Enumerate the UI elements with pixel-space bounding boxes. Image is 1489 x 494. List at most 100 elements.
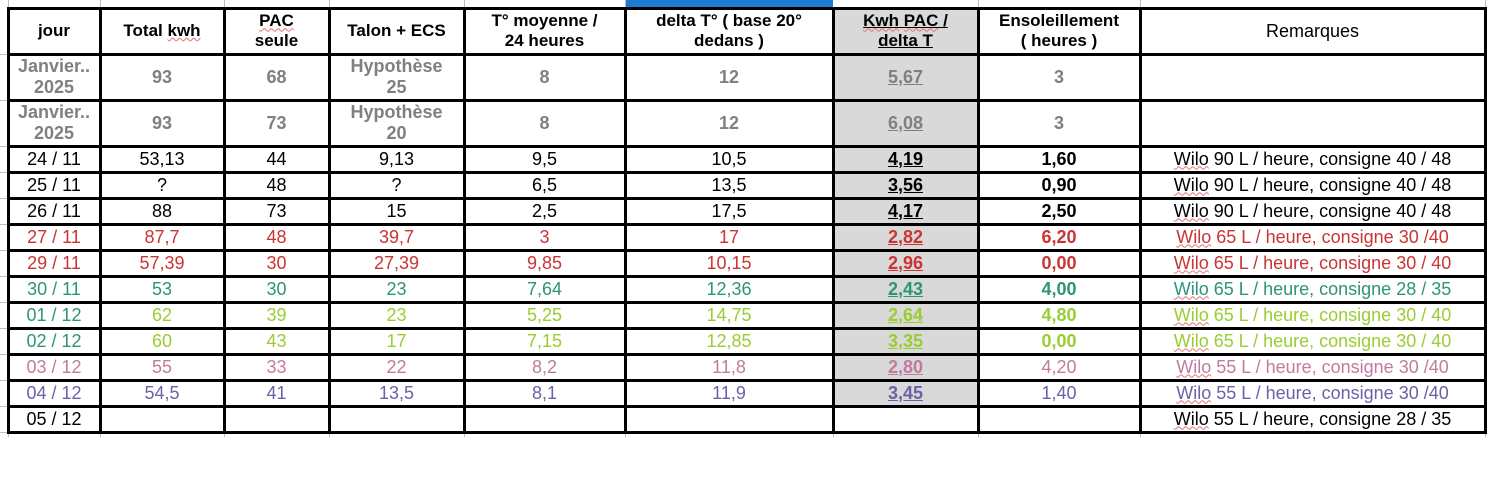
cell-kwh-pac-delta-t[interactable] — [831, 404, 980, 434]
cell-ensoleillement[interactable]: 3 — [976, 52, 1142, 102]
cell-talon-ecs[interactable]: 23 — [327, 274, 466, 304]
cell-remarque[interactable]: Wilo 65 L / heure, consigne 30 / 40 — [1138, 300, 1487, 330]
cell-date[interactable]: Janvier.. 2025 — [6, 98, 102, 148]
cell-kwh-pac-delta-t[interactable]: 2,43 — [831, 274, 980, 304]
cell-delta-t[interactable]: 17,5 — [623, 196, 835, 226]
cell-date[interactable]: 29 / 11 — [6, 248, 102, 278]
cell-total-kwh[interactable]: 53 — [98, 274, 226, 304]
cell-ensoleillement[interactable]: 0,00 — [976, 248, 1142, 278]
cell-pac-seule[interactable]: 41 — [222, 378, 331, 408]
cell-talon-ecs[interactable]: 13,5 — [327, 378, 466, 408]
cell-remarque[interactable]: Wilo 90 L / heure, consigne 40 / 48 — [1138, 170, 1487, 200]
cell-total-kwh[interactable]: 62 — [98, 300, 226, 330]
cell-total-kwh[interactable]: 53,13 — [98, 144, 226, 174]
cell-date[interactable]: 25 / 11 — [6, 170, 102, 200]
cell-ensoleillement[interactable] — [976, 404, 1142, 434]
cell-kwh-pac-delta-t[interactable]: 3,56 — [831, 170, 980, 200]
cell-remarque[interactable]: Wilo 65 L / heure, consigne 28 / 35 — [1138, 274, 1487, 304]
cell-pac-seule[interactable]: 68 — [222, 52, 331, 102]
cell-delta-t[interactable]: 12,85 — [623, 326, 835, 356]
cell-ensoleillement[interactable]: 0,90 — [976, 170, 1142, 200]
cell-total-kwh[interactable] — [98, 404, 226, 434]
cell-kwh-pac-delta-t[interactable]: 2,96 — [831, 248, 980, 278]
col-header-remarques[interactable]: Remarques — [1138, 6, 1487, 56]
cell-talon-ecs[interactable]: 39,7 — [327, 222, 466, 252]
cell-remarque[interactable]: Wilo 65 L / heure, consigne 30 / 40 — [1138, 326, 1487, 356]
cell-talon-ecs[interactable]: 17 — [327, 326, 466, 356]
cell-kwh-pac-delta-t[interactable]: 4,17 — [831, 196, 980, 226]
cell-pac-seule[interactable]: 73 — [222, 98, 331, 148]
cell-ensoleillement[interactable]: 4,80 — [976, 300, 1142, 330]
cell-delta-t[interactable]: 11,9 — [623, 378, 835, 408]
cell-total-kwh[interactable]: 88 — [98, 196, 226, 226]
cell-remarque[interactable]: Wilo 90 L / heure, consigne 40 / 48 — [1138, 196, 1487, 226]
cell-talon-ecs[interactable]: 22 — [327, 352, 466, 382]
cell-ensoleillement[interactable]: 2,50 — [976, 196, 1142, 226]
cell-date[interactable]: 03 / 12 — [6, 352, 102, 382]
cell-delta-t[interactable]: 17 — [623, 222, 835, 252]
cell-pac-seule[interactable]: 30 — [222, 248, 331, 278]
cell-ensoleillement[interactable]: 3 — [976, 98, 1142, 148]
cell-pac-seule[interactable]: 48 — [222, 170, 331, 200]
col-header-t-moyenne[interactable]: T° moyenne / 24 heures — [462, 6, 627, 56]
cell-delta-t[interactable]: 10,15 — [623, 248, 835, 278]
cell-remarque[interactable] — [1138, 52, 1487, 102]
cell-date[interactable]: 27 / 11 — [6, 222, 102, 252]
cell-delta-t[interactable]: 12 — [623, 52, 835, 102]
cell-date[interactable]: Janvier.. 2025 — [6, 52, 102, 102]
cell-talon-ecs[interactable]: Hypothèse 20 — [327, 98, 466, 148]
cell-date[interactable]: 26 / 11 — [6, 196, 102, 226]
cell-delta-t[interactable]: 12 — [623, 98, 835, 148]
cell-pac-seule[interactable]: 43 — [222, 326, 331, 356]
cell-remarque[interactable]: Wilo 55 L / heure, consigne 28 / 35 — [1138, 404, 1487, 434]
cell-t-moyenne[interactable]: 2,5 — [462, 196, 627, 226]
cell-ensoleillement[interactable]: 0,00 — [976, 326, 1142, 356]
cell-kwh-pac-delta-t[interactable]: 3,45 — [831, 378, 980, 408]
cell-talon-ecs[interactable]: 23 — [327, 300, 466, 330]
cell-talon-ecs[interactable] — [327, 404, 466, 434]
cell-talon-ecs[interactable]: 9,13 — [327, 144, 466, 174]
cell-total-kwh[interactable]: 60 — [98, 326, 226, 356]
cell-delta-t[interactable] — [623, 404, 835, 434]
cell-kwh-pac-delta-t[interactable]: 3,35 — [831, 326, 980, 356]
cell-t-moyenne[interactable]: 8,1 — [462, 378, 627, 408]
cell-kwh-pac-delta-t[interactable]: 2,82 — [831, 222, 980, 252]
cell-pac-seule[interactable] — [222, 404, 331, 434]
cell-t-moyenne[interactable]: 9,5 — [462, 144, 627, 174]
col-header-total-kwh[interactable]: Total kwh — [98, 6, 226, 56]
cell-total-kwh[interactable]: 87,7 — [98, 222, 226, 252]
cell-t-moyenne[interactable]: 8,2 — [462, 352, 627, 382]
cell-pac-seule[interactable]: 30 — [222, 274, 331, 304]
cell-remarque[interactable]: Wilo 55 L / heure, consigne 30 /40 — [1138, 352, 1487, 382]
col-header-pac-seule[interactable]: PAC seule — [222, 6, 331, 56]
cell-total-kwh[interactable]: 54,5 — [98, 378, 226, 408]
cell-pac-seule[interactable]: 39 — [222, 300, 331, 330]
cell-remarque[interactable] — [1138, 98, 1487, 148]
cell-date[interactable]: 30 / 11 — [6, 274, 102, 304]
cell-total-kwh[interactable]: ? — [98, 170, 226, 200]
col-header-delta-t[interactable]: delta T° ( base 20° dedans ) — [623, 6, 835, 56]
cell-delta-t[interactable]: 13,5 — [623, 170, 835, 200]
cell-kwh-pac-delta-t[interactable]: 4,19 — [831, 144, 980, 174]
cell-remarque[interactable]: Wilo 90 L / heure, consigne 40 / 48 — [1138, 144, 1487, 174]
cell-ensoleillement[interactable]: 4,20 — [976, 352, 1142, 382]
cell-delta-t[interactable]: 14,75 — [623, 300, 835, 330]
col-header-jour[interactable]: jour — [6, 6, 102, 56]
cell-pac-seule[interactable]: 33 — [222, 352, 331, 382]
cell-date[interactable]: 02 / 12 — [6, 326, 102, 356]
cell-delta-t[interactable]: 10,5 — [623, 144, 835, 174]
cell-t-moyenne[interactable]: 7,64 — [462, 274, 627, 304]
cell-t-moyenne[interactable]: 8 — [462, 98, 627, 148]
cell-t-moyenne[interactable]: 3 — [462, 222, 627, 252]
col-header-talon-ecs[interactable]: Talon + ECS — [327, 6, 466, 56]
cell-remarque[interactable]: Wilo 55 L / heure, consigne 30 /40 — [1138, 378, 1487, 408]
cell-total-kwh[interactable]: 93 — [98, 52, 226, 102]
cell-total-kwh[interactable]: 93 — [98, 98, 226, 148]
cell-ensoleillement[interactable]: 4,00 — [976, 274, 1142, 304]
cell-kwh-pac-delta-t[interactable]: 6,08 — [831, 98, 980, 148]
cell-date[interactable]: 04 / 12 — [6, 378, 102, 408]
cell-talon-ecs[interactable]: 27,39 — [327, 248, 466, 278]
cell-talon-ecs[interactable]: ? — [327, 170, 466, 200]
cell-ensoleillement[interactable]: 6,20 — [976, 222, 1142, 252]
col-header-ensoleillement[interactable]: Ensoleillement ( heures ) — [976, 6, 1142, 56]
